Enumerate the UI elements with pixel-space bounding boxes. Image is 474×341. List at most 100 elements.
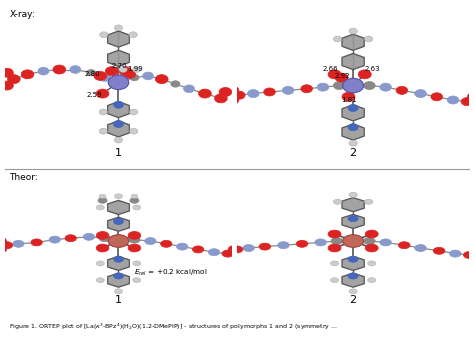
Text: 2: 2: [349, 148, 357, 158]
Circle shape: [99, 109, 108, 115]
Circle shape: [365, 244, 378, 252]
Circle shape: [129, 236, 140, 243]
Circle shape: [38, 67, 49, 75]
Text: 2.63: 2.63: [365, 66, 380, 72]
Circle shape: [1, 242, 13, 249]
Circle shape: [343, 235, 364, 247]
Circle shape: [99, 128, 108, 134]
Text: Figure 1. ORTEP plot of [La($\kappa^3$-BPz$^4$)(H$_2$O)(1,2-DMePIP)] - structure: Figure 1. ORTEP plot of [La($\kappa^3$-B…: [9, 322, 338, 332]
Polygon shape: [342, 256, 364, 270]
Text: 1: 1: [115, 295, 122, 305]
Circle shape: [53, 65, 66, 74]
Circle shape: [333, 81, 345, 90]
Text: X-ray:: X-ray:: [9, 10, 35, 19]
Circle shape: [119, 66, 127, 72]
Circle shape: [87, 70, 96, 76]
Circle shape: [224, 241, 237, 249]
Circle shape: [96, 205, 104, 210]
Circle shape: [0, 81, 13, 90]
Polygon shape: [342, 54, 364, 70]
Circle shape: [330, 261, 339, 266]
Circle shape: [349, 289, 357, 294]
Circle shape: [155, 75, 168, 84]
Circle shape: [114, 289, 123, 294]
Circle shape: [331, 238, 343, 244]
Circle shape: [348, 273, 358, 279]
Circle shape: [0, 237, 7, 245]
Polygon shape: [108, 31, 129, 47]
Circle shape: [328, 244, 341, 252]
Circle shape: [348, 124, 358, 131]
Circle shape: [335, 73, 348, 82]
Circle shape: [470, 247, 474, 255]
Circle shape: [129, 109, 138, 115]
Circle shape: [133, 66, 141, 72]
Circle shape: [364, 238, 375, 244]
Polygon shape: [342, 214, 364, 228]
Text: 2: 2: [349, 295, 357, 305]
Circle shape: [415, 244, 426, 252]
Circle shape: [464, 252, 474, 258]
Circle shape: [13, 240, 24, 247]
Circle shape: [171, 81, 180, 87]
Circle shape: [119, 66, 132, 76]
Circle shape: [449, 250, 461, 257]
Circle shape: [367, 278, 376, 283]
Circle shape: [161, 240, 172, 247]
Circle shape: [333, 199, 342, 204]
Circle shape: [461, 98, 473, 106]
Circle shape: [113, 256, 124, 262]
Circle shape: [113, 218, 124, 224]
Text: 1.81: 1.81: [341, 97, 357, 103]
Circle shape: [100, 32, 108, 38]
Circle shape: [199, 89, 211, 98]
Circle shape: [65, 235, 76, 242]
Circle shape: [342, 92, 355, 101]
Circle shape: [105, 66, 118, 76]
Polygon shape: [108, 201, 129, 214]
Circle shape: [183, 85, 194, 93]
Circle shape: [100, 74, 110, 81]
Circle shape: [96, 89, 109, 98]
Circle shape: [431, 93, 443, 101]
Circle shape: [128, 244, 141, 252]
Circle shape: [0, 246, 7, 253]
Circle shape: [0, 68, 13, 77]
Circle shape: [380, 239, 392, 246]
Polygon shape: [108, 50, 129, 66]
Circle shape: [99, 235, 110, 242]
Circle shape: [108, 75, 129, 90]
Circle shape: [145, 238, 156, 244]
Circle shape: [192, 246, 204, 253]
Circle shape: [99, 194, 106, 198]
Circle shape: [98, 198, 107, 203]
Circle shape: [264, 88, 275, 96]
Circle shape: [247, 90, 259, 98]
Text: 1: 1: [115, 148, 122, 158]
Circle shape: [333, 36, 342, 42]
Circle shape: [365, 36, 373, 42]
Circle shape: [114, 25, 123, 31]
Text: 2.66: 2.66: [323, 66, 338, 72]
Circle shape: [176, 243, 188, 250]
Text: 2.92: 2.92: [335, 73, 350, 78]
Polygon shape: [342, 105, 364, 121]
Circle shape: [114, 137, 123, 143]
Circle shape: [226, 95, 239, 104]
Circle shape: [130, 198, 139, 203]
Text: Theor:: Theor:: [9, 173, 38, 181]
Polygon shape: [342, 34, 364, 50]
Polygon shape: [108, 102, 129, 118]
Circle shape: [296, 240, 308, 247]
Circle shape: [129, 128, 138, 134]
Circle shape: [349, 28, 357, 34]
Polygon shape: [108, 273, 129, 287]
Circle shape: [31, 239, 42, 246]
Polygon shape: [342, 124, 364, 140]
Circle shape: [113, 101, 124, 108]
Circle shape: [317, 83, 329, 91]
Circle shape: [224, 250, 237, 257]
Circle shape: [219, 88, 232, 97]
Circle shape: [49, 236, 61, 243]
Circle shape: [228, 246, 241, 253]
